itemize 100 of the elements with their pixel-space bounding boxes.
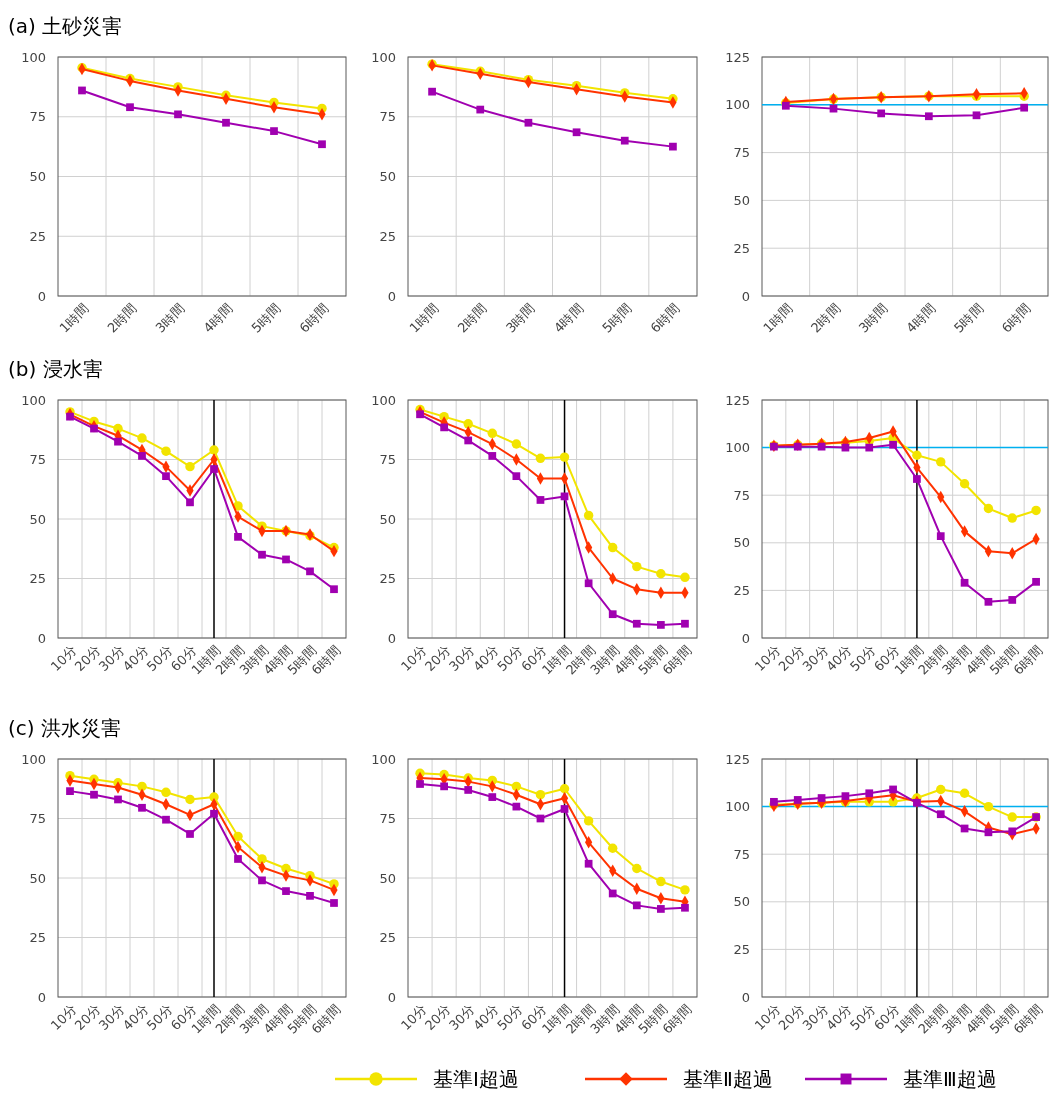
point	[1008, 827, 1017, 836]
point	[912, 450, 922, 460]
x-tick-label: 5時間	[248, 300, 284, 336]
point	[524, 118, 533, 127]
point	[186, 830, 194, 838]
point	[464, 436, 473, 445]
point	[114, 795, 122, 804]
point	[535, 453, 546, 464]
legend-label: 基準Ⅲ超過	[903, 1067, 997, 1091]
x-tick-label: 1時間	[406, 300, 442, 336]
point	[984, 828, 993, 837]
y-tick-label: 50	[733, 894, 750, 910]
point	[416, 410, 424, 419]
point	[560, 805, 569, 813]
x-tick-label: 6時間	[296, 300, 332, 336]
point	[877, 109, 886, 118]
point	[793, 796, 802, 804]
point	[681, 903, 689, 912]
y-tick-label: 75	[379, 109, 396, 125]
y-tick-label: 0	[387, 288, 396, 304]
x-tick-label: 4時間	[200, 300, 236, 336]
point	[632, 561, 642, 572]
x-tick-label: 5時間	[950, 300, 986, 336]
point	[632, 901, 641, 910]
point	[972, 111, 981, 120]
y-tick-label: 50	[379, 169, 396, 185]
x-tick-label: 6時間	[998, 300, 1034, 336]
point	[681, 619, 689, 628]
point	[572, 128, 581, 137]
point	[983, 801, 994, 812]
point	[559, 784, 570, 794]
point	[770, 797, 778, 806]
point	[1020, 103, 1029, 112]
y-tick-label: 50	[379, 511, 396, 527]
y-tick-label: 75	[733, 846, 750, 862]
point	[959, 479, 970, 489]
point	[258, 876, 266, 885]
point	[680, 572, 690, 583]
point	[66, 412, 74, 421]
point	[270, 127, 278, 135]
y-tick-label: 75	[379, 811, 396, 827]
point	[583, 510, 594, 521]
x-tick-label: 1時間	[56, 300, 92, 336]
chart-title: (a) 土砂災害	[8, 14, 123, 38]
point	[137, 781, 147, 792]
x-tick-label: 3時間	[502, 300, 538, 336]
point	[234, 855, 242, 863]
point	[137, 433, 147, 443]
point	[209, 445, 219, 455]
point	[258, 550, 266, 559]
point	[66, 787, 74, 795]
point	[511, 781, 522, 792]
y-tick-label: 125	[725, 751, 750, 767]
x-tick-label: 2時間	[454, 300, 490, 336]
point	[1007, 513, 1017, 523]
y-tick-label: 0	[37, 288, 46, 304]
point	[865, 443, 874, 452]
y-tick-label: 100	[371, 392, 396, 408]
point	[889, 440, 897, 449]
y-tick-label: 100	[725, 97, 750, 113]
point	[583, 816, 594, 826]
y-tick-label: 25	[733, 240, 750, 256]
point	[656, 569, 666, 579]
point	[608, 889, 617, 898]
point	[632, 863, 642, 874]
y-tick-label: 100	[371, 751, 396, 767]
y-tick-label: 25	[379, 571, 396, 587]
y-tick-label: 75	[29, 811, 46, 827]
y-tick-label: 25	[29, 571, 46, 587]
y-tick-label: 100	[21, 751, 46, 767]
y-tick-label: 100	[725, 440, 750, 456]
x-tick-label: 1時間	[760, 300, 796, 336]
legend-label: 基準Ⅰ超過	[433, 1067, 519, 1091]
x-tick-label: 3時間	[152, 300, 188, 336]
point	[936, 810, 945, 819]
y-tick-label: 100	[21, 392, 46, 408]
point	[318, 140, 326, 149]
y-tick-label: 0	[37, 630, 46, 646]
y-tick-label: 75	[29, 109, 46, 125]
y-tick-label: 0	[741, 288, 750, 304]
point	[186, 498, 194, 507]
point	[512, 472, 521, 481]
point	[162, 815, 170, 824]
x-tick-label: 6時間	[647, 300, 683, 336]
point	[608, 610, 617, 619]
point	[632, 619, 641, 628]
x-tick-label: 2時間	[104, 300, 140, 336]
x-tick-label: 2時間	[807, 300, 843, 336]
point	[78, 86, 86, 95]
point	[174, 110, 182, 119]
y-tick-label: 100	[21, 49, 46, 65]
point	[680, 885, 690, 895]
y-tick-label: 75	[733, 145, 750, 161]
point	[1032, 577, 1040, 586]
y-tick-label: 125	[725, 49, 750, 65]
point	[1031, 505, 1041, 516]
point	[126, 103, 134, 112]
y-tick-label: 25	[29, 228, 46, 244]
point	[984, 597, 993, 606]
y-tick-label: 25	[29, 930, 46, 946]
